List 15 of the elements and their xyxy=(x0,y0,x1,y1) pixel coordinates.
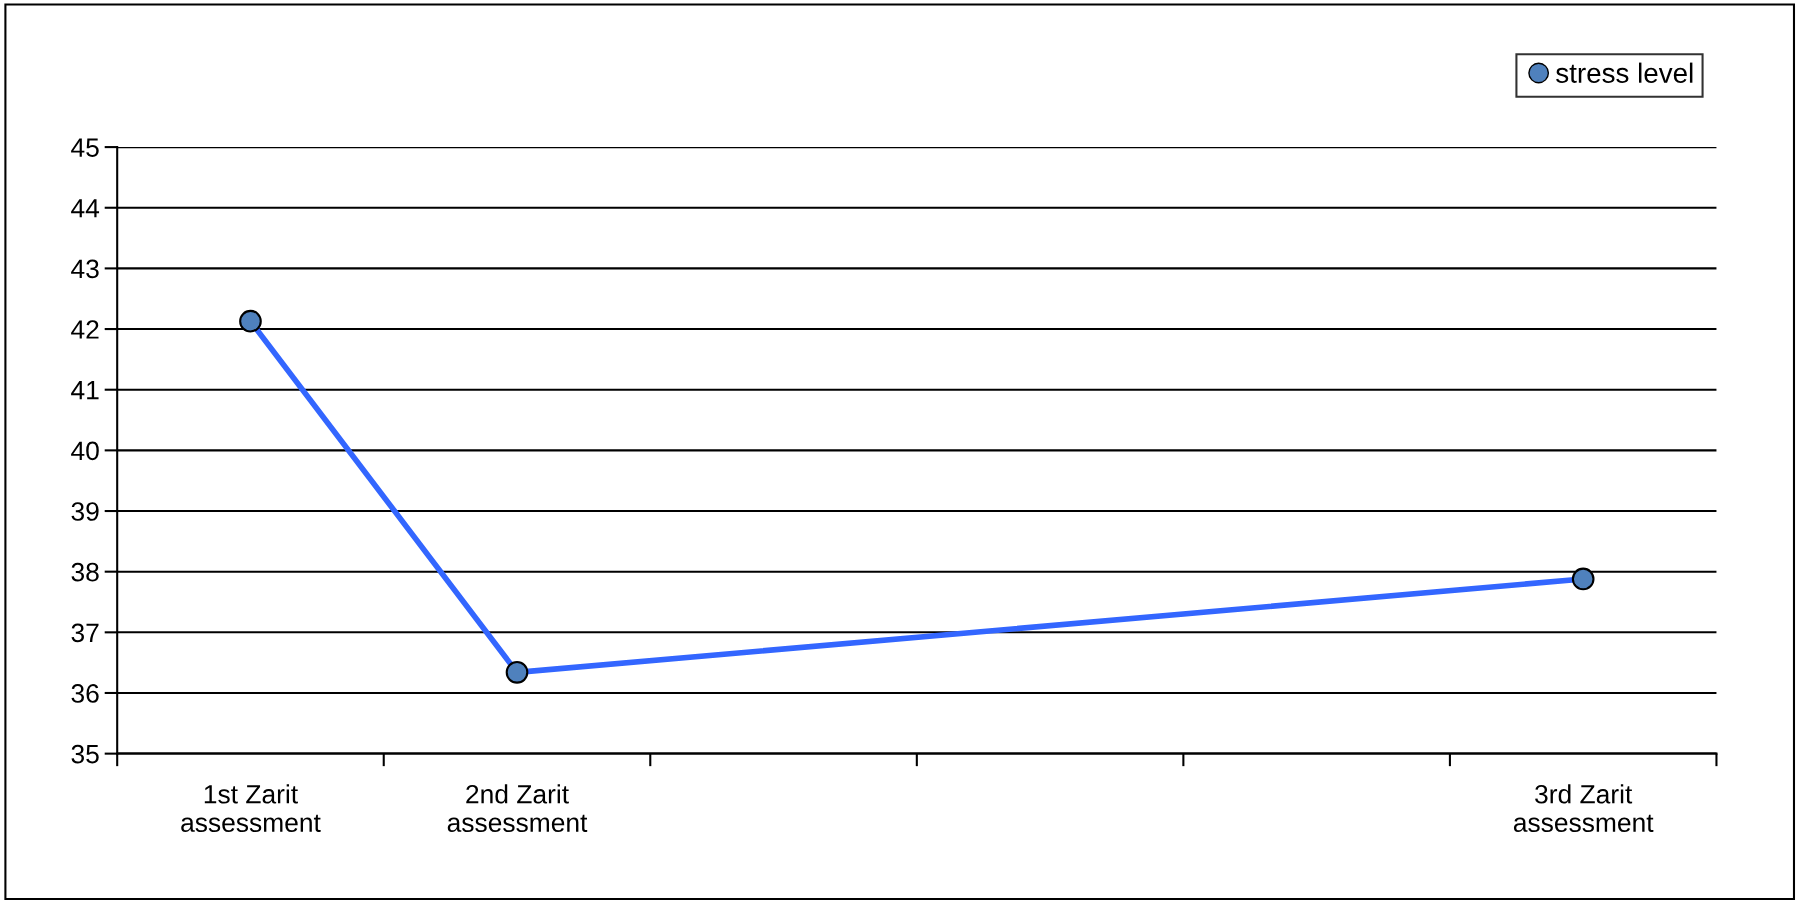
x-tick-label: 3rd Zarit assessment xyxy=(1513,784,1654,832)
y-tick-label: 38 xyxy=(71,562,99,582)
y-tick-label: 39 xyxy=(71,502,99,521)
x-tick-label: 1st Zarit assessment xyxy=(181,784,321,832)
y-tick-label: 37 xyxy=(71,623,99,643)
y-tick-label: 42 xyxy=(71,320,99,339)
legend-label: stress level xyxy=(1556,62,1693,83)
y-tick-label: 44 xyxy=(71,199,100,218)
x-tick-label: 2nd Zarit assessment xyxy=(447,784,588,832)
y-tick-label: 40 xyxy=(71,441,99,461)
y-tick-label: 43 xyxy=(71,259,99,279)
y-tick-label: 45 xyxy=(71,138,99,157)
y-tick-label: 36 xyxy=(71,684,99,703)
y-tick-label: 35 xyxy=(71,744,99,764)
y-tick-label: 41 xyxy=(71,381,99,400)
